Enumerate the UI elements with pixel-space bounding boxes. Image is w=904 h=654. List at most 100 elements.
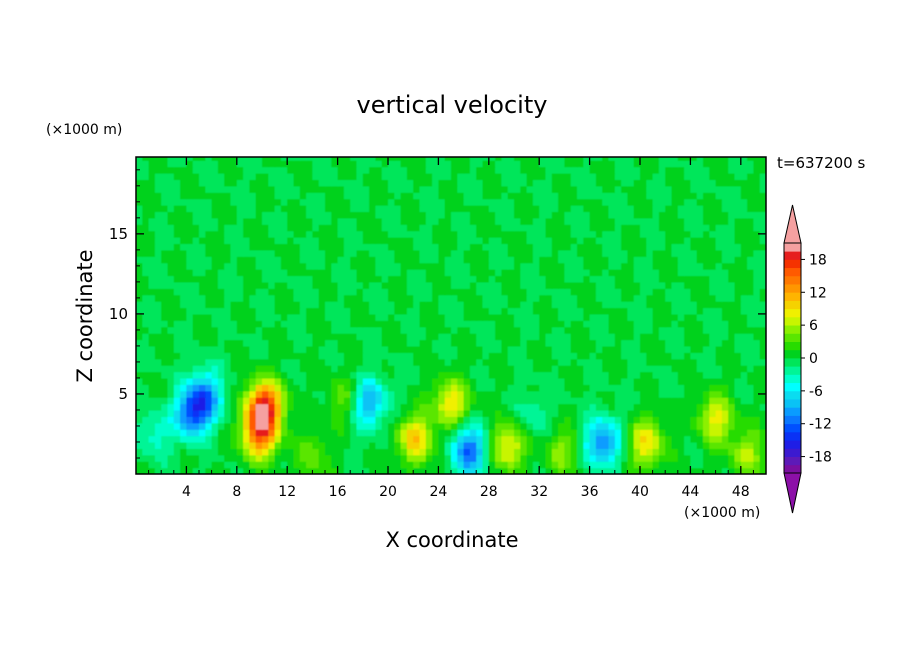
field-cell [400,333,408,341]
field-cell [211,429,219,437]
field-cell [148,441,156,449]
field-cell [142,441,150,449]
field-cell [262,275,269,283]
field-cell [362,429,370,437]
field-cell [173,281,181,289]
field-cell [671,435,679,443]
field-cell [753,294,761,302]
field-cell [614,333,622,341]
field-cell [236,416,244,424]
field-cell [444,409,452,417]
field-cell [192,371,200,379]
field-cell [526,333,534,341]
field-cell [488,217,496,225]
field-cell [589,301,597,309]
field-cell [728,377,736,385]
field-cell [255,269,263,277]
field-cell [507,269,515,277]
field-cell [501,403,509,411]
field-cell [665,288,673,296]
field-cell [734,224,742,232]
field-cell [646,205,654,213]
field-cell [545,249,553,257]
field-cell [721,365,729,373]
field-cell [545,326,553,334]
field-cell [173,198,181,206]
field-cell [658,262,666,270]
field-cell [318,409,326,417]
field-cell [230,281,238,289]
field-cell [558,403,565,411]
field-cell [444,262,452,270]
field-cell [690,281,698,289]
field-cell [476,461,484,469]
field-cell [356,422,364,430]
field-cell [734,275,742,283]
field-cell [753,249,761,257]
field-cell [476,281,484,289]
field-cell [652,211,660,219]
field-cell [381,307,389,315]
field-cell [312,243,320,251]
field-cell [633,377,641,385]
field-cell [621,192,628,200]
field-cell [690,262,698,270]
field-cell [532,224,540,232]
field-cell [230,403,238,411]
field-cell [419,313,427,321]
field-cell [148,345,156,353]
field-cell [287,454,295,462]
field-cell [154,275,162,283]
field-cell [602,409,610,417]
field-cell [520,301,528,309]
field-cell [545,160,553,168]
field-cell [658,173,666,181]
field-cell [293,262,301,270]
field-cell [482,333,490,341]
field-cell [734,301,742,309]
field-cell [747,173,754,181]
field-cell [658,224,666,232]
field-cell [526,371,534,379]
field-cell [192,320,200,328]
field-cell [362,249,370,257]
field-cell [451,454,458,462]
field-cell [671,409,679,417]
field-cell [243,281,250,289]
field-cell [217,294,225,302]
field-cell [224,390,232,398]
field-cell [640,397,647,405]
field-cell [469,326,477,334]
field-cell [564,429,572,437]
field-cell [419,256,427,264]
field-cell [356,294,364,302]
field-cell [381,173,389,181]
field-cell [633,461,641,469]
field-cell [696,377,704,385]
field-cell [343,205,351,213]
field-cell [211,275,219,283]
field-cell [318,377,326,385]
field-cell [406,192,414,200]
field-cell [444,467,452,474]
field-cell [224,467,232,474]
field-cell [583,166,591,174]
field-cell [469,416,477,424]
field-cell [394,185,402,193]
field-cell [652,256,660,264]
field-cell [488,397,496,405]
field-cell [602,397,610,405]
field-cell [432,377,439,385]
field-cell [495,294,502,302]
field-cell [394,326,402,334]
field-cell [413,262,421,270]
field-cell [400,441,408,449]
field-cell [457,390,465,398]
field-cell [230,454,238,462]
field-cell [356,166,364,174]
field-cell [425,345,433,353]
field-cell [703,217,710,225]
field-cell [224,243,232,251]
field-cell [545,288,553,296]
field-cell [577,345,584,353]
